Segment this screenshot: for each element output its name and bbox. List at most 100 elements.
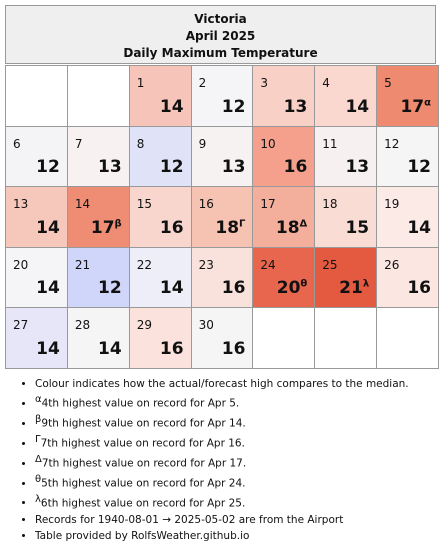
temperature-value: 12 <box>98 278 122 299</box>
day-number: 7 <box>74 136 83 151</box>
temperature-value: 14 <box>98 338 122 359</box>
day-number: 26 <box>384 257 400 272</box>
record-mark: λ <box>362 278 370 290</box>
empty-cell <box>377 308 439 369</box>
temperature: 14 <box>36 278 60 298</box>
temperature: 14 <box>345 97 369 117</box>
temperature-value: 18 <box>275 217 300 238</box>
day-cell: 7 13 <box>67 126 130 188</box>
note: α4th highest value on record for Apr 5. <box>35 392 409 412</box>
day-cell: 11 13 <box>315 126 378 188</box>
temperature: 16 <box>160 218 184 238</box>
day-cell: 24 20θ <box>253 247 316 309</box>
empty-cell <box>6 66 68 127</box>
temperature-value: 16 <box>159 217 184 238</box>
record-mark: θ <box>300 278 308 290</box>
note-mark: α <box>35 394 42 406</box>
day-cell: 23 16 <box>191 247 254 309</box>
calendar-grid: 1 14 2 12 3 13 4 14 5 17α 6 12 7 13 8 12 9 13 10 16 11 13 12 12… <box>5 65 439 369</box>
temperature-value: 12 <box>407 157 431 178</box>
day-number: 11 <box>322 136 338 151</box>
day-number: 10 <box>260 136 276 151</box>
temperature: 21λ <box>339 278 369 298</box>
temperature-value: 15 <box>345 217 370 238</box>
day-number: 1 <box>136 76 145 90</box>
temperature-value: 14 <box>159 96 184 117</box>
day-cell: 13 14 <box>6 187 68 248</box>
temperature: 12 <box>222 97 246 117</box>
day-cell: 28 14 <box>67 308 130 369</box>
day-number: 16 <box>198 197 214 212</box>
temperature-value: 12 <box>221 96 246 117</box>
note-text: 4th highest value on record for Apr 5. <box>41 397 240 410</box>
day-number: 25 <box>322 257 338 272</box>
title: Daily Maximum Temperature <box>123 46 318 60</box>
record-mark: Δ <box>299 218 308 230</box>
day-cell: 5 17α <box>377 66 439 127</box>
temperature-value: 14 <box>36 217 60 238</box>
temperature: 16 <box>284 157 308 177</box>
temperature: 14 <box>36 218 60 238</box>
day-cell: 20 14 <box>6 247 68 309</box>
temperature-value: 14 <box>36 278 60 299</box>
note: Γ7th highest value on record for Apr 16. <box>35 432 409 452</box>
temperature: 20θ <box>277 278 308 298</box>
day-cell: 1 14 <box>129 66 192 127</box>
temperature-value: 17 <box>400 96 425 117</box>
note: Records for 1940-08-01 → 2025-05-02 are … <box>35 512 409 528</box>
note: λ6th highest value on record for Apr 25. <box>35 492 409 512</box>
day-cell: 2 12 <box>191 66 254 127</box>
temperature: 16 <box>160 339 184 359</box>
temperature: 18Δ <box>276 218 307 238</box>
note-mark: λ <box>35 493 41 505</box>
temperature-value: 20 <box>276 278 301 299</box>
temperature-value: 16 <box>407 278 431 299</box>
temperature: 17α <box>400 97 431 117</box>
note-text: 7th highest value on record for Apr 16. <box>40 437 245 450</box>
day-cell: 6 12 <box>6 126 68 188</box>
temperature: 13 <box>98 157 122 177</box>
record-mark: β <box>114 218 122 230</box>
day-number: 20 <box>13 257 29 272</box>
temperature: 12 <box>407 157 431 177</box>
temperature: 13 <box>284 97 308 117</box>
day-cell: 10 16 <box>253 126 316 188</box>
day-cell: 26 16 <box>377 247 439 309</box>
day-number: 14 <box>74 197 91 212</box>
day-number: 9 <box>198 136 207 151</box>
day-number: 13 <box>13 197 29 212</box>
temperature-value: 13 <box>283 96 308 117</box>
day-number: 21 <box>74 257 91 272</box>
month: April 2025 <box>185 29 256 43</box>
note: Δ7th highest value on record for Apr 17. <box>35 452 409 472</box>
temperature: 14 <box>160 97 184 117</box>
day-number: 19 <box>384 197 400 212</box>
day-cell: 4 14 <box>315 66 378 127</box>
day-cell: 16 18Γ <box>191 187 254 248</box>
temperature-value: 12 <box>36 157 60 178</box>
note-mark: β <box>35 414 42 426</box>
temperature-value: 16 <box>221 278 246 299</box>
day-cell: 3 13 <box>253 66 316 127</box>
header: Victoria April 2025 Daily Maximum Temper… <box>5 5 436 64</box>
day-number: 22 <box>136 257 152 272</box>
day-cell: 25 21λ <box>315 247 378 309</box>
temperature: 15 <box>345 218 369 238</box>
temperature-value: 12 <box>159 157 184 178</box>
day-number: 4 <box>322 76 330 90</box>
record-mark: α <box>424 96 431 108</box>
temperature: 12 <box>36 157 60 177</box>
day-cell: 29 16 <box>129 308 192 369</box>
temperature: 13 <box>345 157 369 177</box>
note-text: 7th highest value on record for Apr 17. <box>41 457 247 470</box>
temperature: 18Γ <box>215 218 245 238</box>
note-mark: θ <box>35 474 42 486</box>
note-text: Table provided by RolfsWeather.github.io <box>35 530 250 543</box>
day-cell: 12 12 <box>377 126 439 188</box>
day-cell: 17 18Δ <box>253 187 316 248</box>
day-number: 6 <box>13 136 21 151</box>
day-cell: 21 12 <box>67 247 130 309</box>
day-number: 27 <box>13 318 29 333</box>
temperature-value: 14 <box>159 278 184 299</box>
note-text: 6th highest value on record for Apr 25. <box>40 497 246 510</box>
